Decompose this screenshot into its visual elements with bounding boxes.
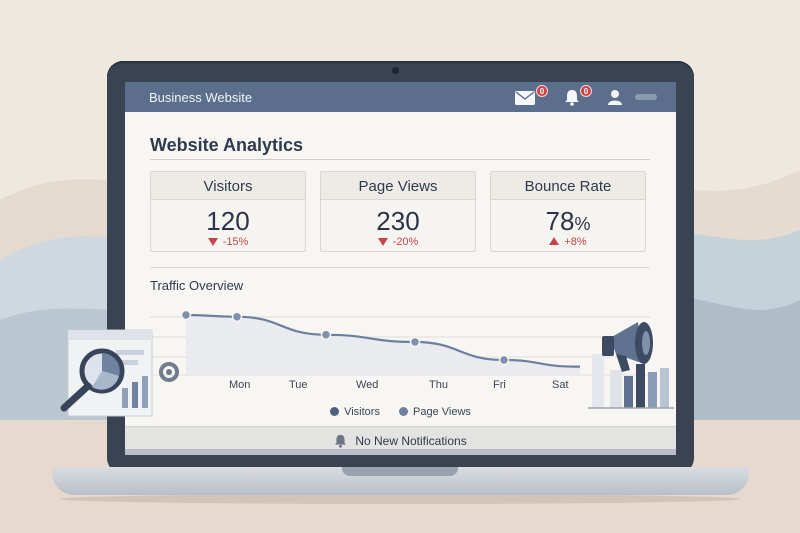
card-label: Page Views bbox=[321, 172, 475, 200]
user-icon[interactable] bbox=[607, 89, 623, 111]
screen: Business Website 0 0 Website Analytics bbox=[125, 82, 676, 455]
bell-icon bbox=[334, 430, 347, 455]
mail-icon[interactable] bbox=[515, 91, 535, 110]
x-tick-label: Tue bbox=[289, 379, 308, 391]
chart-legend: Visitors Page Views bbox=[125, 406, 676, 418]
divider bbox=[150, 267, 650, 268]
bell-badge: 0 bbox=[580, 85, 592, 97]
card-value: 120 bbox=[206, 206, 250, 236]
data-point bbox=[180, 309, 192, 321]
megaphone-bar-chart-icon bbox=[588, 322, 674, 409]
card-delta: +8% bbox=[491, 236, 645, 248]
legend-item-visitors: Visitors bbox=[330, 406, 380, 418]
x-tick-label: Thu bbox=[429, 379, 448, 391]
notification-text: No New Notifications bbox=[355, 434, 467, 448]
arrow-down-icon bbox=[377, 238, 388, 246]
series-area bbox=[186, 315, 580, 375]
legend-dot bbox=[330, 407, 340, 416]
traffic-title: Traffic Overview bbox=[150, 278, 244, 293]
top-bar: Business Website 0 0 bbox=[125, 82, 676, 112]
bell-icon[interactable] bbox=[564, 89, 580, 111]
card-delta: -20% bbox=[321, 236, 475, 248]
card-label: Visitors bbox=[151, 172, 305, 200]
card-value: 230 bbox=[376, 206, 420, 236]
arrow-up-icon bbox=[549, 237, 560, 245]
divider bbox=[150, 159, 650, 160]
data-point bbox=[409, 336, 421, 348]
laptop-notch bbox=[342, 467, 458, 476]
page-title: Website Analytics bbox=[150, 135, 304, 155]
camera-icon bbox=[392, 67, 399, 74]
traffic-chart bbox=[150, 309, 650, 376]
data-point bbox=[498, 354, 510, 366]
x-tick-label: Fri bbox=[493, 379, 506, 391]
legend-item-page-views: Page Views bbox=[399, 406, 471, 418]
card-label: Bounce Rate bbox=[491, 172, 645, 200]
menu-pill[interactable] bbox=[635, 94, 657, 100]
card-delta: -15% bbox=[151, 236, 305, 248]
magnifier-report-icon bbox=[60, 329, 179, 417]
card-visitors: Visitors 120 -15% bbox=[150, 171, 306, 252]
laptop-shadow bbox=[60, 494, 740, 504]
data-point bbox=[231, 311, 243, 323]
x-tick-label: Sat bbox=[552, 379, 569, 391]
card-bounce-rate: Bounce Rate 78% +8% bbox=[490, 171, 646, 252]
card-page-views: Page Views 230 -20% bbox=[320, 171, 476, 252]
card-value: 78% bbox=[545, 206, 591, 236]
legend-dot bbox=[399, 407, 409, 416]
mail-badge: 0 bbox=[536, 85, 548, 97]
brand-name: Business Website bbox=[149, 90, 253, 105]
x-tick-label: Wed bbox=[356, 379, 379, 391]
data-point bbox=[320, 329, 332, 341]
screen-bottom-bezel bbox=[125, 449, 676, 455]
arrow-down-icon bbox=[207, 238, 218, 246]
x-tick-label: Mon bbox=[229, 379, 251, 391]
